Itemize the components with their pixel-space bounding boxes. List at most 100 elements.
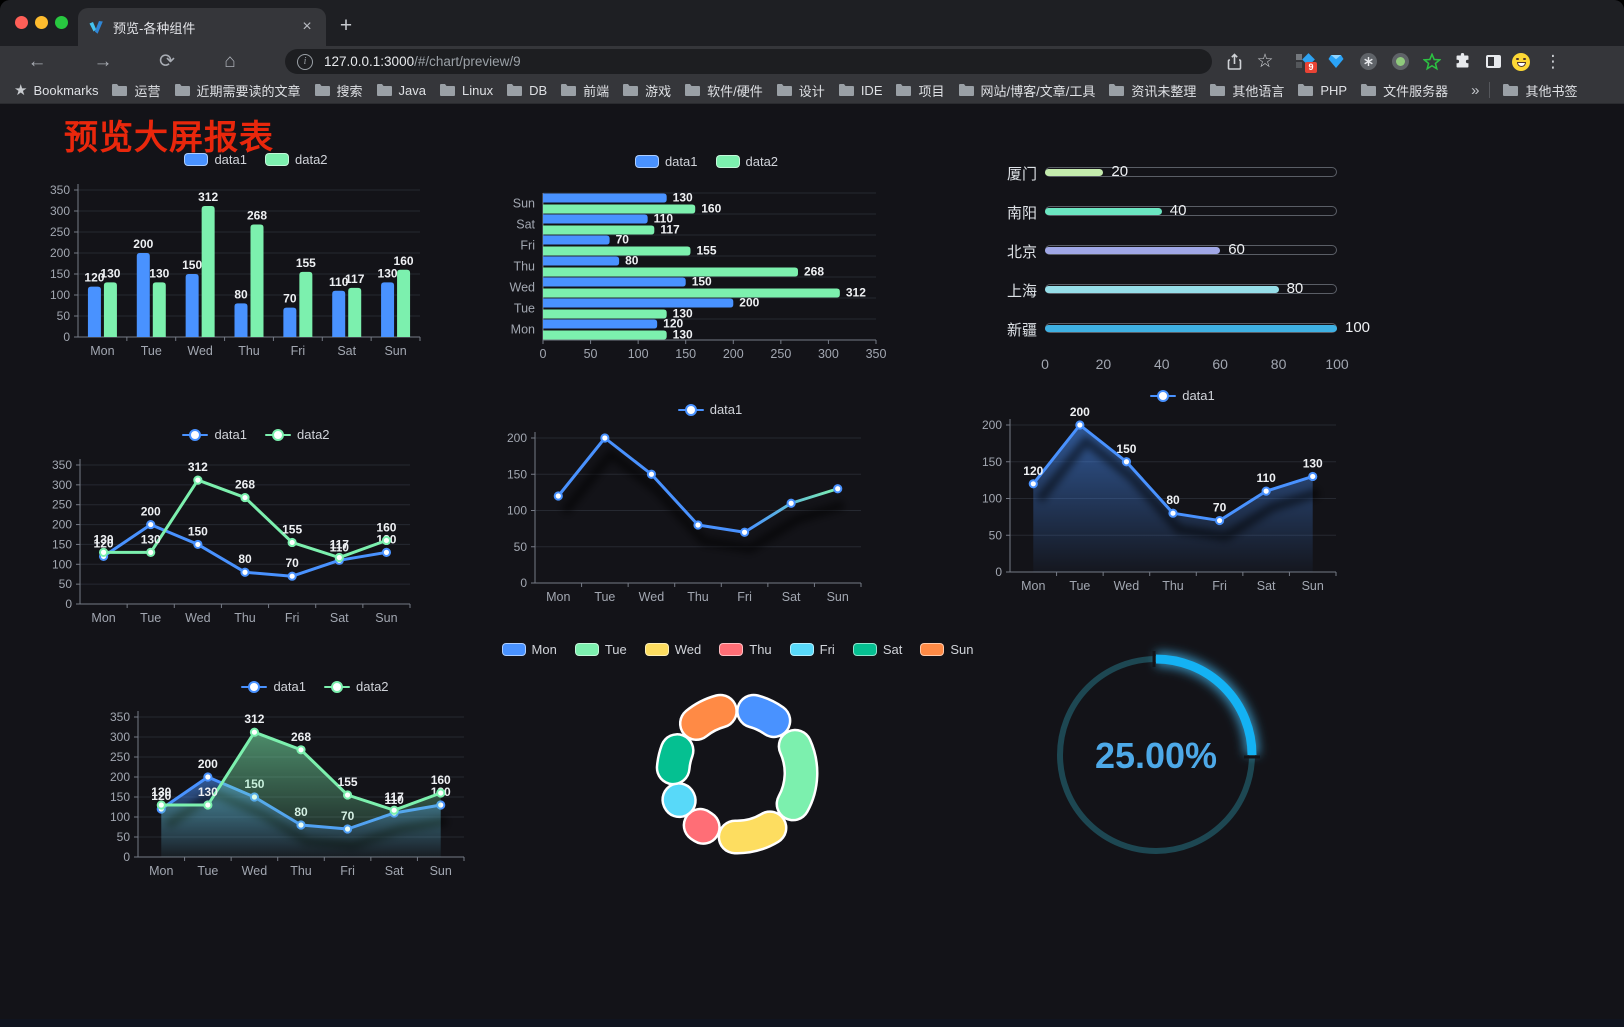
bookmark-folder-item[interactable]: 文件服务器	[1360, 81, 1448, 100]
browser-tab[interactable]: 预览-各种组件 ×	[78, 8, 326, 46]
bookmark-folder-item[interactable]: 运营	[111, 81, 161, 100]
svg-text:80: 80	[234, 287, 248, 301]
bookmark-folder-item[interactable]: 前端	[560, 81, 609, 100]
bookmark-folder-item[interactable]: DB	[506, 83, 547, 98]
legend-item-Sat[interactable]: Sat	[852, 642, 902, 657]
svg-text:150: 150	[188, 524, 208, 538]
extension-gem-icon[interactable]	[1323, 49, 1349, 74]
legend-swatch-icon	[920, 643, 945, 656]
url-host: 127.0.0.1:3000	[324, 54, 415, 69]
svg-text:200: 200	[1070, 405, 1090, 419]
bookmark-folder-item[interactable]: 项目	[895, 81, 945, 100]
other-bookmarks-item[interactable]: 其他书签	[1502, 81, 1577, 100]
new-tab-button[interactable]: +	[339, 14, 353, 37]
svg-text:300: 300	[50, 204, 70, 218]
bookmark-star-button[interactable]: ☆	[1256, 51, 1274, 72]
page-title: 预览大屏报表	[64, 119, 274, 157]
bookmark-folder-item[interactable]: Java	[376, 83, 426, 98]
legend-item-Tue[interactable]: Tue	[574, 642, 627, 657]
legend-item-data1[interactable]: data1	[184, 152, 247, 167]
legend-item-data1[interactable]: data1	[634, 154, 698, 169]
svg-text:250: 250	[770, 347, 791, 361]
svg-text:Tue: Tue	[141, 344, 162, 358]
bookmarks-manager-item[interactable]: ★ Bookmarks	[14, 82, 99, 99]
legend-item-data2[interactable]: data2	[715, 154, 778, 169]
chart-gauge[interactable]: 25.00%	[1040, 638, 1275, 878]
svg-text:70: 70	[285, 556, 299, 570]
legend-swatch-icon	[715, 155, 740, 168]
home-button[interactable]: ⌂	[224, 51, 236, 72]
legend-item-data1[interactable]: data1	[677, 402, 742, 417]
chart-grouped-bar[interactable]: data1 data2 0 50 100 150 200 250 300 350 Mon Tue Wed…	[46, 148, 466, 362]
extension-asterisk-icon[interactable]	[1355, 49, 1381, 74]
svg-text:80: 80	[1166, 493, 1180, 507]
folder-icon	[1503, 84, 1519, 96]
share-button[interactable]	[1221, 49, 1247, 74]
site-info-icon[interactable]: i	[297, 53, 313, 70]
svg-text:70: 70	[616, 233, 630, 247]
bookmark-folder-item[interactable]: 其他语言	[1209, 81, 1284, 100]
tab-close-icon[interactable]: ×	[302, 18, 312, 35]
sidebar-toggle-icon[interactable]	[1480, 49, 1506, 74]
legend-item-data2[interactable]: data2	[324, 679, 389, 694]
extension-green-star-icon[interactable]	[1419, 49, 1445, 74]
chart-line-two-series[interactable]: data1 data2 0 50 100 150 200 250 300 350 Mon Tue Wed…	[46, 425, 466, 637]
close-window-button[interactable]	[15, 16, 28, 29]
bookmark-folder-item[interactable]: 设计	[776, 81, 825, 100]
folder-icon	[896, 84, 912, 96]
legend-item-Mon[interactable]: Mon	[501, 642, 557, 657]
chart-progress-bars[interactable]: 厦门 20 南阳 40 北京 60 上海 80 新疆 100 0 20 40 60 80 100	[985, 150, 1390, 385]
extension-downloader-icon[interactable]: 9	[1291, 49, 1317, 74]
legend-item-data2[interactable]: data2	[265, 427, 330, 442]
more-menu-button[interactable]: ⋮	[1544, 51, 1562, 71]
chart-line-gradient[interactable]: data1 0 50 100 150 200 Mon Tue Wed Thu Fri Sat Sun	[505, 400, 915, 612]
legend-item-Wed[interactable]: Wed	[644, 642, 701, 657]
profile-avatar[interactable]	[1508, 49, 1534, 74]
chart-area-single[interactable]: data1 0 50 100 150 200 Mon Tue Wed Thu Fri Sat Sun 12…	[975, 388, 1390, 600]
legend-swatch-icon	[719, 643, 744, 656]
bookmark-folder-item[interactable]: IDE	[838, 83, 882, 98]
forward-button[interactable]: →	[93, 51, 113, 72]
bookmark-folder-item[interactable]: 资讯未整理	[1108, 81, 1196, 100]
url-text: 127.0.0.1:3000/#/chart/preview/9	[324, 54, 521, 69]
extension-green-dot-icon[interactable]	[1387, 49, 1413, 74]
bookmark-folder-item[interactable]: 网站/博客/文章/工具	[958, 81, 1095, 100]
progress-value: 60	[1228, 241, 1245, 258]
site-favicon-icon	[89, 20, 103, 34]
extensions-puzzle-icon[interactable]	[1449, 49, 1475, 74]
bookmark-folder-item[interactable]: 近期需要读的文章	[174, 81, 301, 100]
folder-icon	[838, 84, 854, 96]
svg-text:Tue: Tue	[514, 302, 535, 316]
svg-text:200: 200	[52, 518, 72, 532]
folder-icon	[685, 84, 701, 96]
minimize-window-button[interactable]	[35, 16, 48, 29]
svg-text:25.00%: 25.00%	[1095, 735, 1217, 776]
legend-item-data2[interactable]: data2	[265, 152, 328, 167]
legend-item-Thu[interactable]: Thu	[719, 642, 772, 657]
svg-text:130: 130	[141, 532, 161, 546]
reload-button[interactable]: ⟳	[159, 51, 175, 72]
back-button[interactable]: ←	[27, 51, 47, 72]
bookmark-folder-item[interactable]: PHP	[1297, 83, 1347, 98]
bookmark-folder-item[interactable]: Linux	[439, 83, 493, 98]
chart-donut[interactable]: Mon Tue Wed Thu Fri Sat Sun	[501, 636, 973, 888]
folder-icon	[561, 84, 577, 96]
bookmarks-overflow-chevron[interactable]: »	[1471, 81, 1480, 99]
svg-text:268: 268	[247, 208, 267, 222]
bookmark-folder-item[interactable]: 搜索	[314, 81, 363, 100]
legend-item-Fri[interactable]: Fri	[789, 642, 835, 657]
legend-item-data1[interactable]: data1	[241, 679, 306, 694]
bookmarks-separator	[1489, 82, 1491, 98]
url-bar[interactable]: i 127.0.0.1:3000/#/chart/preview/9	[285, 49, 1212, 74]
chart-area-two-series[interactable]: data1 data2 0 50 100 150 200 250 300 350 Mon Tue Wed…	[105, 675, 525, 892]
svg-text:50: 50	[57, 309, 71, 323]
svg-text:200: 200	[507, 431, 527, 445]
bookmark-folder-item[interactable]: 游戏	[622, 81, 671, 100]
legend-item-data1[interactable]: data1	[1150, 388, 1215, 403]
chart-horizontal-bar[interactable]: data1 data2 0 50 100 150 200 250 300 350 Sun 130 160…	[503, 148, 910, 365]
legend-item-data1[interactable]: data1	[182, 427, 247, 442]
bookmark-folder-item[interactable]: 软件/硬件	[684, 81, 763, 100]
zoom-window-button[interactable]	[55, 16, 68, 29]
legend-swatch-icon	[265, 153, 289, 166]
legend-item-Sun[interactable]: Sun	[920, 642, 973, 657]
